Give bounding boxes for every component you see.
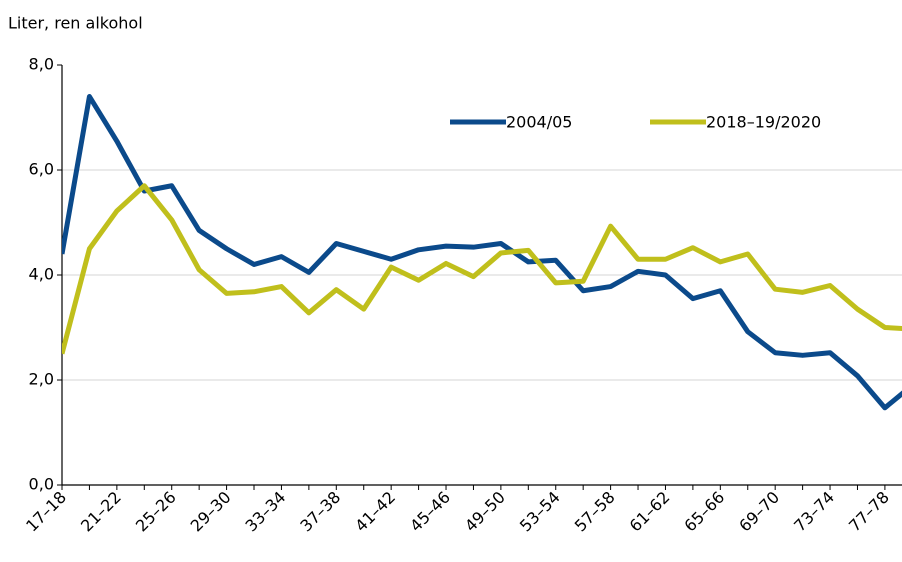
y-tick-label: 4,0 <box>29 265 54 284</box>
x-tick-label: 17–18 <box>22 488 70 536</box>
y-tick-label: 2,0 <box>29 370 54 389</box>
x-tick-label: 65–66 <box>680 488 728 536</box>
x-tick-label: 77–78 <box>845 488 893 536</box>
y-tick-label: 0,0 <box>29 475 54 494</box>
legend-label: 2004/05 <box>506 113 572 132</box>
plot-lines <box>62 94 902 411</box>
x-tick-label: 53–54 <box>516 488 564 536</box>
x-tick-label: 21–22 <box>77 488 125 536</box>
y-axis-label: Liter, ren alkohol <box>8 14 143 33</box>
x-tick-label: 69–70 <box>735 488 783 536</box>
series-line <box>62 183 902 355</box>
x-tick-label: 29–30 <box>187 488 235 536</box>
x-tick-label: 33–34 <box>242 488 290 536</box>
x-tick-label: 61–62 <box>626 488 674 536</box>
x-tick-label: 57–58 <box>571 488 619 536</box>
series-line <box>62 94 902 411</box>
x-tick-label: 37–38 <box>296 488 344 536</box>
x-tick-label: 73–74 <box>790 488 838 536</box>
legend-label: 2018–19/2020 <box>706 113 821 132</box>
x-tick-label: 49–50 <box>461 488 509 536</box>
x-tick-label: 25–26 <box>132 488 180 536</box>
y-tick-label: 8,0 <box>29 55 54 74</box>
x-tick-label: 41–42 <box>351 488 399 536</box>
y-tick-label: 6,0 <box>29 160 54 179</box>
x-tick-label: 45–46 <box>406 488 454 536</box>
